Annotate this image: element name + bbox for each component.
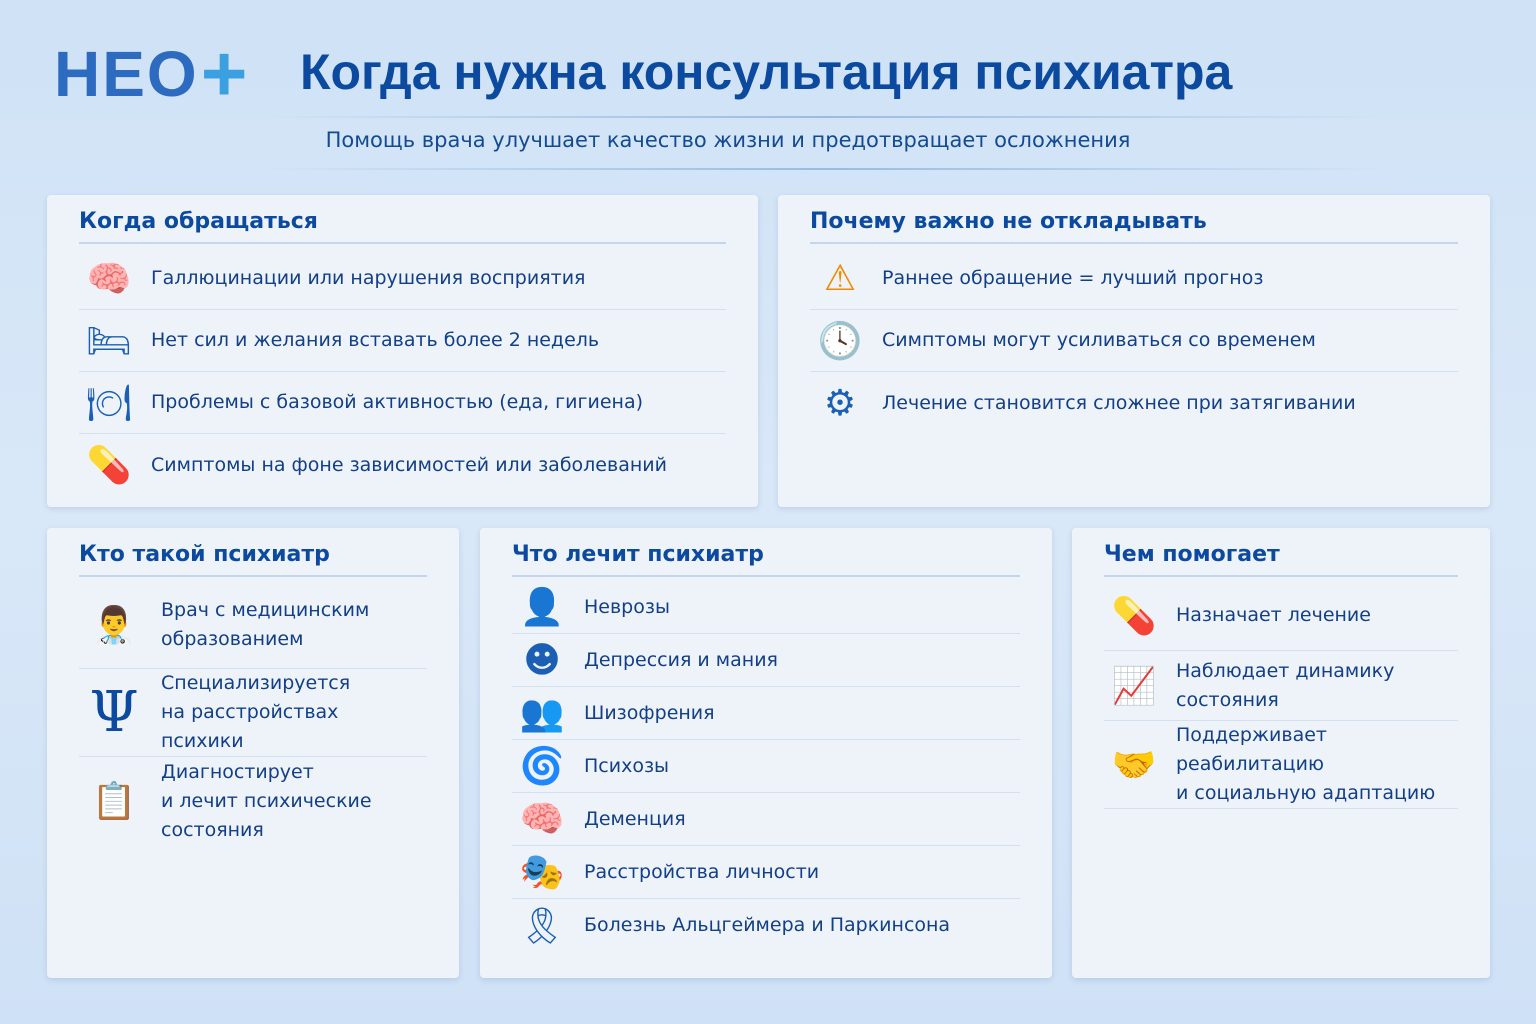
card-when: Когда обращаться 🧠 Галлюцинации или наруш… [47, 195, 758, 507]
item-line: Врач с медицинским [161, 598, 370, 621]
item-text: Симптомы на фоне зависимостей или заболе… [151, 453, 667, 476]
card-title: Когда обращаться [79, 209, 726, 244]
item-text: Болезнь Альцгеймера и Паркинсона [584, 914, 951, 936]
item-text: Депрессия и мания [584, 648, 778, 671]
list-item: 🕓 Симптомы могут усиливаться со временем [810, 310, 1458, 372]
chart-icon: 📈 [1111, 665, 1157, 707]
item-text: Диагностирует и лечит психические состоян… [161, 758, 427, 845]
item-text: Симптомы могут усиливаться со временем [882, 329, 1316, 351]
item-line: и социальную адаптацию [1176, 782, 1436, 804]
masks-icon: 🎭 [519, 852, 565, 893]
page-title: Когда нужна консультация психиатра [300, 44, 1233, 100]
card-treats: Что лечит психиатр 👤 Неврозы ☻ Депрессия и… [480, 528, 1052, 978]
item-text: Шизофрения [584, 701, 715, 724]
gear-icon: ⚙ [823, 382, 857, 424]
card-why: Почему важно не откладывать ⚠ Раннее обра… [778, 195, 1490, 507]
list-item: 🎗 Болезнь Альцгеймера и Паркинсона [512, 899, 1020, 952]
faces-icon: ☻ [523, 639, 561, 681]
item-text: Специализируется на расстройствах психики [161, 669, 427, 756]
item-line: и лечит психические состояния [161, 789, 372, 841]
item-text: Проблемы с базовой активностью (еда, гиг… [151, 391, 643, 413]
page-subtitle: Помощь врача улучшает качество жизни и п… [325, 128, 1131, 152]
psychosis-icon: 🌀 [519, 746, 565, 787]
list-item: 🧠 Галлюцинации или нарушения восприятия [79, 248, 726, 310]
list-item: 👥 Шизофрения [512, 687, 1020, 740]
item-text: Раннее обращение = лучший прогноз [882, 267, 1264, 289]
logo-text: НЕО [54, 38, 199, 110]
item-text: Нет сил и желания вставать более 2 недел… [151, 329, 600, 351]
item-text: Психозы [584, 754, 670, 777]
card-who: Кто такой психиатр 👨‍⚕️ Врач с медицински… [47, 528, 459, 978]
bed-icon: 🛏 [86, 320, 132, 362]
clock-icon: 🕓 [817, 320, 863, 362]
split-head-icon: 👥 [519, 693, 565, 734]
card-title: Чем помогает [1104, 542, 1458, 577]
item-line: образованием [161, 627, 304, 650]
item-text: Лечение становится сложнее при затягиван… [882, 391, 1356, 414]
item-text: Наблюдает динамику состояния [1176, 659, 1395, 711]
logo-plus: + [200, 29, 250, 118]
item-text: Врач с медицинским образованием [161, 596, 369, 654]
item-text: Расстройства личности [584, 860, 820, 883]
brain-icon: 🧠 [86, 258, 132, 300]
list-item: ⚙ Лечение становится сложнее при затягива… [810, 372, 1458, 434]
handshake-icon: 🤝 [1111, 744, 1157, 786]
item-text: Деменция [584, 807, 686, 830]
list-item: ⚠ Раннее обращение = лучший прогноз [810, 248, 1458, 310]
medicine-bottle-icon: 💊 [1111, 595, 1157, 637]
card-helps: Чем помогает 💊 Назначает лечение 📈 Наблюда… [1072, 528, 1490, 978]
item-text: Галлюцинации или нарушения восприятия [151, 267, 586, 289]
logo: НЕО + [54, 29, 250, 118]
card-title: Кто такой психиатр [79, 542, 427, 577]
list-item: 🍽 Проблемы с базовой активностью (еда, ги… [79, 372, 726, 434]
list-item: 👤 Неврозы [512, 581, 1020, 634]
item-text: Неврозы [584, 595, 670, 618]
card-title: Почему важно не откладывать [810, 209, 1458, 244]
divider [260, 116, 1390, 118]
item-text: Назначает лечение [1176, 604, 1371, 626]
item-line: Диагностирует [161, 760, 314, 783]
ribbon-icon: 🎗 [519, 905, 565, 947]
doctor-icon: 👨‍⚕️ [91, 604, 137, 646]
divider [260, 168, 1390, 170]
item-line: Специализируется [161, 672, 351, 694]
psi-icon: Ψ [89, 680, 139, 745]
item-line: на расстройствах психики [161, 701, 339, 752]
list-item: 💊 Назначает лечение [1104, 581, 1458, 651]
item-line: Поддерживает реабилитацию [1176, 724, 1327, 775]
list-item: 🌀 Психозы [512, 740, 1020, 793]
card-title: Что лечит психиатр [512, 542, 1020, 577]
head-brain-icon: 🧠 [519, 799, 565, 840]
pill-icon: 💊 [86, 445, 132, 486]
head-gear-icon: 👤 [519, 587, 565, 628]
list-item: ☻ Депрессия и мания [512, 634, 1020, 687]
list-item: 🧠 Деменция [512, 793, 1020, 846]
clipboard-icon: 📋 [91, 781, 137, 822]
list-item: 📋 Диагностирует и лечит психические состоя… [79, 757, 427, 845]
list-item: 📈 Наблюдает динамику состояния [1104, 651, 1458, 721]
item-text: Поддерживает реабилитацию и социальную ад… [1176, 721, 1458, 808]
list-item: 🎭 Расстройства личности [512, 846, 1020, 899]
list-item: Ψ Специализируется на расстройствах психик… [79, 669, 427, 757]
meal-hygiene-icon: 🍽 [86, 382, 132, 424]
list-item: 🛏 Нет сил и желания вставать более 2 неде… [79, 310, 726, 372]
list-item: 👨‍⚕️ Врач с медицинским образованием [79, 581, 427, 669]
warning-icon: ⚠ [823, 258, 857, 299]
list-item: 🤝 Поддерживает реабилитацию и социальную а… [1104, 721, 1458, 809]
list-item: 💊 Симптомы на фоне зависимостей или забол… [79, 434, 726, 496]
